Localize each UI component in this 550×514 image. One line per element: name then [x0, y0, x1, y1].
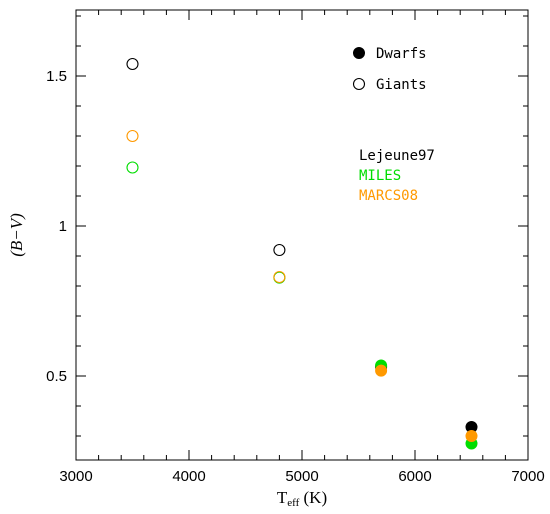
point-giant-lejeune97 [126, 57, 139, 71]
x-tick-label: 4000 [172, 468, 205, 485]
axis-ticks [75, 10, 529, 460]
x-tick-label: 6000 [398, 468, 431, 485]
y-axis-title: (B−V) [7, 213, 26, 257]
point-giant-marcs08 [126, 129, 139, 143]
legend-model-miles: MILES [359, 168, 401, 184]
legend-model-lejeune97: Lejeune97 [359, 148, 435, 164]
point-dwarf-marcs08 [465, 430, 478, 442]
y-tick-label: 1.5 [46, 68, 67, 85]
x-tick-label: 7000 [511, 468, 544, 485]
point-giant-lejeune97 [273, 243, 286, 257]
data-points [126, 57, 478, 450]
legend-marker-giants [352, 77, 366, 91]
tick-labels: 3000 4000 5000 6000 7000 0.5 1 1.5 [46, 68, 545, 485]
y-tick-label: 0.5 [46, 368, 67, 385]
legend-label-dwarfs: Dwarfs [376, 46, 427, 62]
plot-frame [75, 9, 529, 461]
x-tick-label: 5000 [285, 468, 318, 485]
y-tick-label: 1 [59, 218, 67, 235]
point-giant-marcs08 [273, 270, 286, 284]
x-axis-title: Teff (K) [277, 488, 327, 509]
legend-marker-dwarfs [353, 47, 365, 59]
x-tick-label: 3000 [59, 468, 92, 485]
point-giant-miles [126, 161, 139, 174]
legend-label-giants: Giants [376, 77, 427, 93]
point-dwarf-marcs08 [375, 364, 388, 377]
legend-model-marcs08: MARCS08 [359, 188, 418, 204]
legend: Dwarfs Giants Lejeune97 MILES MARCS08 [352, 46, 435, 204]
